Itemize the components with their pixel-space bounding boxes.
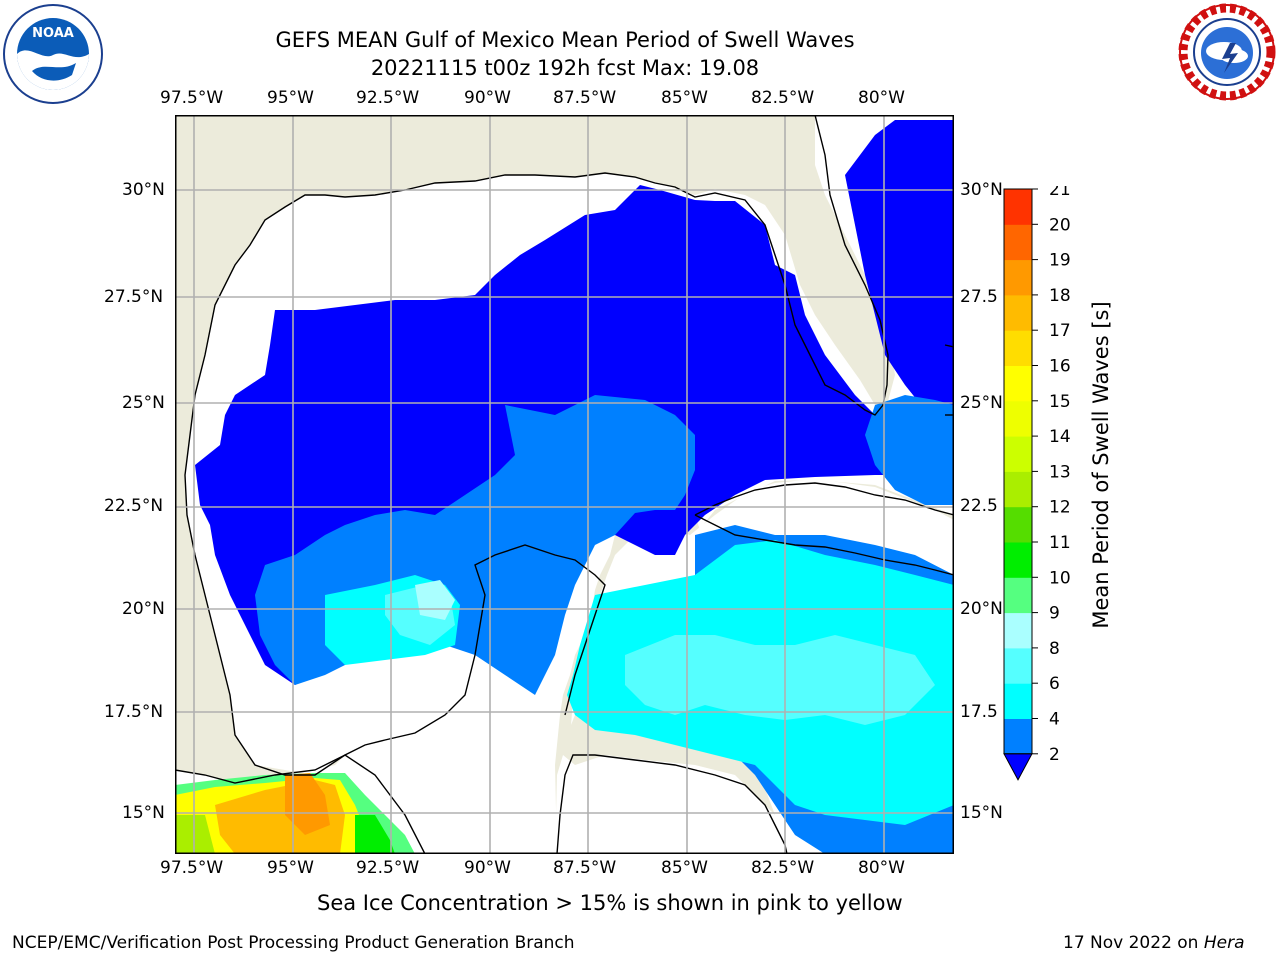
colorbar-segment (1004, 294, 1032, 331)
lat-label-right: 17.5 (960, 702, 998, 722)
map-area (175, 115, 954, 854)
lon-label-bottom: 90°W (464, 858, 511, 878)
colorbar-tick-label: 20 (1049, 215, 1071, 235)
colorbar-tick-label: 6 (1049, 674, 1060, 694)
colorbar-segment (1004, 683, 1032, 719)
lon-label-bottom: 95°W (267, 858, 314, 878)
lat-label-right: 27.5 (960, 287, 998, 307)
colorbar-segment (1004, 365, 1032, 402)
swell-under-2s-atlantic (845, 120, 954, 415)
footer-host: Hera (1203, 933, 1245, 953)
noaa-logo-text: NOAA (32, 26, 74, 41)
lon-label-top: 82.5°W (751, 88, 815, 108)
colorbar-segment (1004, 436, 1032, 472)
colorbar-segment (1004, 259, 1032, 296)
colorbar: 2 4 6 8 9 10 11 12 13 14 15 16 17 18 19 20 21 (1003, 186, 1071, 781)
lon-label-bottom: 87.5°W (553, 858, 617, 878)
lon-label-top: 85°W (661, 88, 708, 108)
colorbar-tick-label: 4 (1049, 710, 1060, 730)
colorbar-segment (1004, 506, 1032, 543)
colorbar-segment (1004, 330, 1032, 366)
plot-title: GEFS MEAN Gulf of Mexico Mean Period of … (275, 28, 855, 52)
colorbar-tick-label: 18 (1049, 286, 1071, 306)
colorbar-segment (1004, 612, 1032, 649)
lat-label-left: 30°N (122, 180, 165, 200)
lat-label-right: 20°N (960, 599, 1003, 619)
lon-label-bottom: 85°W (661, 858, 708, 878)
lon-label-bottom: 82.5°W (751, 858, 815, 878)
swell-8-9s (415, 580, 455, 620)
colorbar-tick-label: 21 (1049, 186, 1071, 200)
colorbar-tick-label: 9 (1049, 604, 1060, 624)
sea-ice-note: Sea Ice Concentration > 15% is shown in … (317, 891, 903, 915)
plot-subtitle: 20221115 t00z 192h fcst Max: 19.08 (370, 56, 760, 80)
colorbar-tick-label: 12 (1049, 498, 1071, 518)
lon-label-top: 87.5°W (553, 88, 617, 108)
colorbar-label: Mean Period of Swell Waves [s] (1089, 301, 1113, 628)
colorbar-segment (1004, 471, 1032, 508)
swell-2-4s-keys (865, 395, 954, 505)
lat-label-right: 15°N (960, 803, 1003, 823)
colorbar-segment (1004, 189, 1032, 225)
colorbar-tick-label: 19 (1049, 251, 1071, 271)
colorbar-segments (1003, 188, 1033, 781)
colorbar-segment (1004, 400, 1032, 437)
colorbar-tick-label: 17 (1049, 321, 1071, 341)
pacific-swell-red (285, 773, 330, 835)
footer-date: 17 Nov 2022 on Hera (1063, 933, 1245, 953)
lat-label-left: 17.5°N (104, 702, 164, 722)
map-frame (175, 115, 954, 854)
graticule (175, 115, 954, 854)
lat-label-right: 25°N (960, 393, 1003, 413)
colorbar-tick-label: 15 (1049, 392, 1071, 412)
colorbar-tick-label: 10 (1049, 568, 1071, 588)
lon-label-top: 90°W (464, 88, 511, 108)
lat-label-left: 22.5°N (104, 496, 164, 516)
colorbar-tick-label: 14 (1049, 427, 1071, 447)
colorbar-segment (1004, 718, 1032, 755)
colorbar-label-box: Mean Period of Swell Waves [s] (1089, 301, 1113, 628)
lon-label-bottom: 80°W (858, 858, 905, 878)
colorbar-ticks: 2 4 6 8 9 10 11 12 13 14 15 16 17 18 19 20 21 (1032, 186, 1071, 765)
colorbar-segment (1004, 224, 1032, 261)
lon-label-top: 80°W (858, 88, 905, 108)
lat-label-left: 15°N (122, 803, 165, 823)
colorbar-tick-label: 13 (1049, 462, 1071, 482)
colorbar-tick-label: 2 (1049, 745, 1060, 765)
colorbar-segment (1004, 647, 1032, 684)
colorbar-tick-label: 16 (1049, 357, 1071, 377)
lon-label-top: 97.5°W (160, 88, 224, 108)
lon-label-bottom: 97.5°W (160, 858, 224, 878)
colorbar-tick-label: 8 (1049, 639, 1060, 659)
pacific-swell-lime (175, 815, 215, 854)
pacific-swell-green (355, 815, 395, 854)
footer-date-text: 17 Nov 2022 on (1063, 933, 1204, 953)
lat-label-right: 22.5 (960, 496, 998, 516)
coastlines (175, 115, 954, 854)
lat-label-left: 25°N (122, 393, 165, 413)
lon-label-top: 95°W (267, 88, 314, 108)
colorbar-tick-label: 11 (1049, 533, 1071, 553)
nws-logo (1178, 3, 1276, 101)
lat-label-left: 20°N (122, 599, 165, 619)
lat-label-left: 27.5°N (104, 287, 164, 307)
colorbar-segment (1004, 577, 1032, 614)
footer-credit: NCEP/EMC/Verification Post Processing Pr… (12, 933, 575, 953)
lon-label-bottom: 92.5°W (356, 858, 420, 878)
noaa-logo: NOAA (2, 3, 104, 105)
colorbar-under-triangle (1003, 753, 1033, 781)
lon-label-top: 92.5°W (356, 88, 420, 108)
colorbar-segment (1004, 542, 1032, 578)
lat-label-right: 30°N (960, 180, 1003, 200)
swell-6-8s-caribbean (625, 635, 935, 725)
